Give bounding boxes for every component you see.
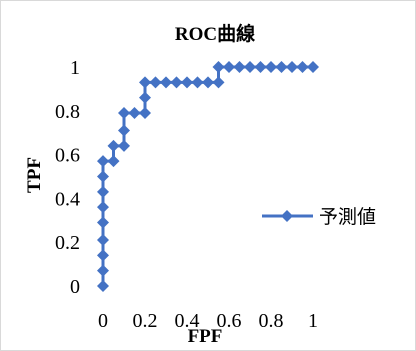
data-point [254,61,267,73]
x-tick-label: 0.4 [175,310,200,332]
chart-title: ROC曲線 [175,22,255,45]
data-point [139,76,151,89]
data-point [244,61,256,73]
data-point [212,76,225,89]
data-point [97,170,109,183]
data-point [149,76,162,89]
data-point [181,76,193,89]
data-point [97,234,109,247]
data-point [170,76,183,89]
legend-marker-icon [281,210,293,222]
data-point [97,185,109,198]
data-point [233,61,246,73]
data-point [202,76,214,89]
x-axis-ticks: 0 0.2 0.4 0.6 0.8 1 [98,310,318,332]
y-tick-label: 0.6 [55,145,80,167]
data-point [286,61,298,73]
x-tick-label: 0 [98,310,108,332]
data-point [307,61,319,73]
x-tick-label: 0.2 [133,310,158,332]
data-point [107,155,120,168]
y-axis-ticks: 0 0.2 0.4 0.6 0.8 1 [55,57,80,298]
data-point [191,76,204,89]
x-axis-label: FPF [188,326,223,347]
data-point [265,61,277,73]
y-tick-label: 0.2 [55,232,80,254]
y-tick-label: 1 [70,57,80,79]
y-tick-label: 0.8 [55,101,80,123]
x-tick-label: 0.6 [217,310,242,332]
data-point [97,264,109,277]
data-point [97,249,109,262]
data-point [128,106,141,119]
x-tick-label: 0.8 [259,310,284,332]
data-point [107,139,120,152]
data-point [223,61,235,73]
data-point [97,280,109,292]
series-line [101,65,313,286]
legend-label: 予測値 [319,206,376,228]
y-tick-label: 0 [70,276,80,298]
data-point [97,155,109,168]
data-point [275,61,288,73]
data-point [118,139,130,152]
data-point [97,201,109,214]
data-point [160,76,172,89]
data-point [139,106,151,119]
plot-area [97,61,319,292]
data-point [139,91,151,104]
data-point [212,61,225,73]
data-point [296,61,309,73]
y-axis-label: TPF [24,157,45,193]
y-tick-label: 0.4 [55,188,80,210]
data-point [118,124,130,137]
legend: 予測値 [262,206,376,228]
data-point [97,216,109,229]
x-tick-label: 1 [308,310,318,332]
data-point [118,106,130,119]
